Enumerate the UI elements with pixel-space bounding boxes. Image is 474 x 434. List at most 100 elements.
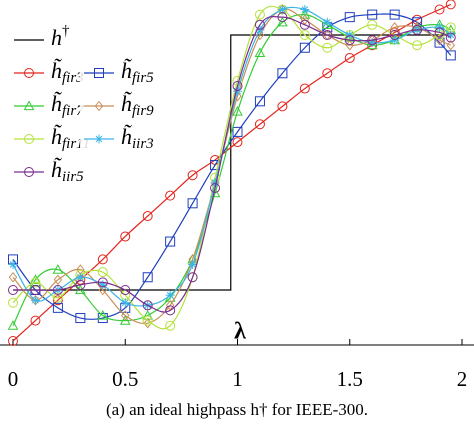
marker [8,271,18,283]
series-line [12,6,452,307]
marker [52,302,63,313]
marker [446,39,456,51]
marker [322,68,333,79]
series-line [13,34,451,291]
legend-label: h̃iir5 [51,157,84,185]
marker [300,5,310,14]
marker [254,96,265,107]
marker [412,24,423,35]
marker [165,290,175,300]
marker [345,30,355,40]
marker [210,178,220,188]
marker [97,267,108,278]
marker [120,298,130,308]
marker [434,4,445,15]
marker [435,22,445,32]
marker [30,295,40,305]
marker [277,68,288,79]
marker [165,190,176,201]
marker [8,260,18,269]
legend-label: h̃fir3 [51,58,84,86]
marker [232,105,243,116]
marker [367,19,378,30]
marker [98,280,108,290]
marker [120,285,131,295]
marker [187,272,198,283]
marker [30,277,41,288]
marker [24,134,34,144]
marker [254,9,265,20]
marker [187,198,198,209]
marker [344,35,355,46]
marker [254,47,266,57]
marker [142,272,153,283]
x-tick-label: 1.5 [337,367,363,391]
marker [367,38,377,48]
marker [8,336,18,346]
marker [165,305,176,316]
marker [75,313,86,324]
marker [120,231,131,242]
marker [97,277,108,288]
marker [390,22,399,33]
marker [97,254,108,265]
caption: (a) an ideal highpass h† for IEEE-300. [106,400,368,419]
legend-label: h̃fir5 [121,58,154,86]
legend-label: h† [51,23,70,50]
series-line [12,13,452,320]
marker [30,274,41,284]
marker [445,32,456,43]
marker [299,9,311,19]
marker [52,295,63,306]
marker [299,30,310,40]
marker [8,285,18,295]
marker [322,30,333,40]
marker [142,300,153,311]
marker [255,25,265,35]
legend-label: h̃iir3 [121,124,154,152]
series-line [12,8,452,325]
x-tick-label: 0.5 [112,367,138,391]
marker [52,285,63,295]
marker [445,50,456,61]
x-tick-label: 0 [8,367,19,391]
marker [446,30,456,40]
marker [8,297,18,308]
marker [344,52,355,63]
marker [412,40,423,51]
marker [188,260,198,269]
marker [232,81,243,91]
marker [187,170,198,181]
marker [121,310,130,321]
marker [390,35,400,45]
marker [98,284,108,296]
legend-label: h̃fir9 [121,91,154,119]
marker [210,183,221,193]
marker [94,134,104,144]
marker [7,320,19,330]
marker [23,100,35,111]
x-axis-label: λ [234,319,246,345]
marker [75,272,85,282]
marker [367,35,378,46]
marker [232,126,243,137]
marker [142,315,153,326]
marker [445,0,456,10]
marker [277,16,288,27]
marker [24,167,34,177]
marker [30,315,41,326]
marker [165,320,176,331]
marker [254,19,265,30]
marker [299,42,310,53]
marker [165,236,176,247]
x-tick-label: 2 [457,367,468,391]
marker [97,309,109,320]
marker [233,86,242,96]
marker [232,137,243,148]
series-line [13,15,452,313]
marker [254,119,265,130]
marker [299,19,310,30]
marker [344,12,355,23]
